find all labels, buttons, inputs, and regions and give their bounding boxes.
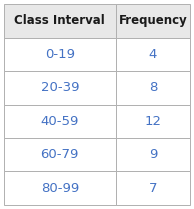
Bar xyxy=(116,171,190,205)
Bar xyxy=(4,71,116,104)
Text: 40-59: 40-59 xyxy=(41,115,79,128)
Bar xyxy=(116,4,190,38)
Text: Class Interval: Class Interval xyxy=(14,14,105,27)
Text: Frequency: Frequency xyxy=(119,14,187,27)
Text: 0-19: 0-19 xyxy=(45,48,75,61)
Text: 12: 12 xyxy=(144,115,161,128)
Bar xyxy=(116,104,190,138)
Bar xyxy=(116,138,190,171)
Text: 7: 7 xyxy=(149,182,157,195)
Text: 60-79: 60-79 xyxy=(41,148,79,161)
Bar xyxy=(4,38,116,71)
Text: 4: 4 xyxy=(149,48,157,61)
Text: 9: 9 xyxy=(149,148,157,161)
Text: 20-39: 20-39 xyxy=(41,81,79,94)
Text: 8: 8 xyxy=(149,81,157,94)
Bar xyxy=(4,104,116,138)
Bar xyxy=(116,71,190,104)
Bar xyxy=(4,138,116,171)
Bar xyxy=(4,4,116,38)
Text: 80-99: 80-99 xyxy=(41,182,79,195)
Bar xyxy=(4,171,116,205)
Bar xyxy=(116,38,190,71)
